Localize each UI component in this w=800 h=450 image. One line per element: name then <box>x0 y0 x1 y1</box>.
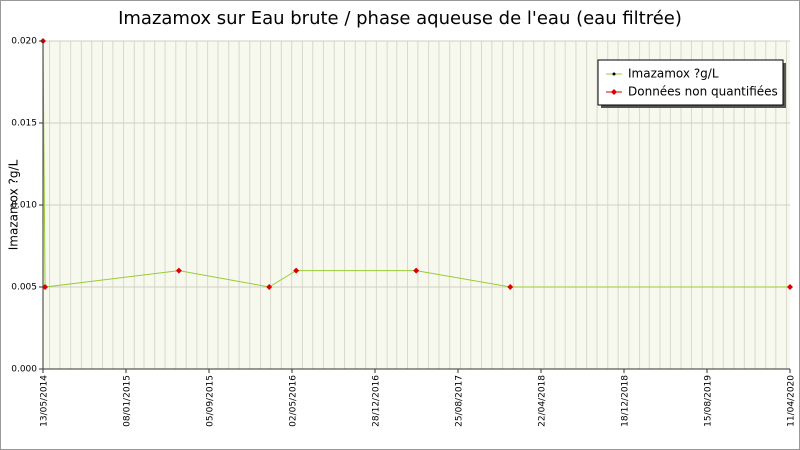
marks <box>40 38 793 290</box>
x-tick-label: 22/04/2018 <box>538 375 548 427</box>
point <box>42 284 49 290</box>
x-tick-label: 28/12/2016 <box>372 375 382 427</box>
legend-label: Données non quantifiées <box>628 85 778 99</box>
x-tick-label: 02/05/2016 <box>289 375 299 427</box>
y-tick-label: 0.010 <box>11 201 37 211</box>
x-tick-label: 11/04/2020 <box>787 375 797 427</box>
x-tick-label: 08/01/2015 <box>123 375 133 427</box>
legend-box <box>597 59 784 106</box>
point <box>266 284 273 290</box>
chart-title: Imazamox sur Eau brute / phase aqueuse d… <box>118 8 682 29</box>
point <box>175 267 182 274</box>
point <box>413 267 420 274</box>
legend-marker <box>611 89 617 95</box>
y-axis-label: Imazamox ?g/L <box>7 159 21 250</box>
legend-label: Imazamox ?g/L <box>628 67 719 81</box>
x-tick-label: 05/09/2015 <box>206 375 216 427</box>
grid <box>43 40 790 370</box>
point <box>293 267 300 274</box>
x-tick-label: 18/12/2018 <box>621 375 631 427</box>
point <box>787 284 793 290</box>
y-tick-label: 0.005 <box>11 283 37 293</box>
legend-dot <box>612 72 616 76</box>
x-tick-label: 13/05/2014 <box>40 375 50 427</box>
series-line <box>42 40 790 288</box>
legend: Imazamox ?g/L Données non quantifiées <box>597 59 786 108</box>
y-tick-label: 0.015 <box>11 119 37 129</box>
x-tick-label: 15/08/2019 <box>704 375 714 427</box>
x-tick-label: 25/08/2017 <box>455 375 465 427</box>
point <box>507 284 514 290</box>
y-tick-label: 0.000 <box>11 365 37 375</box>
y-tick-label: 0.020 <box>11 37 37 47</box>
